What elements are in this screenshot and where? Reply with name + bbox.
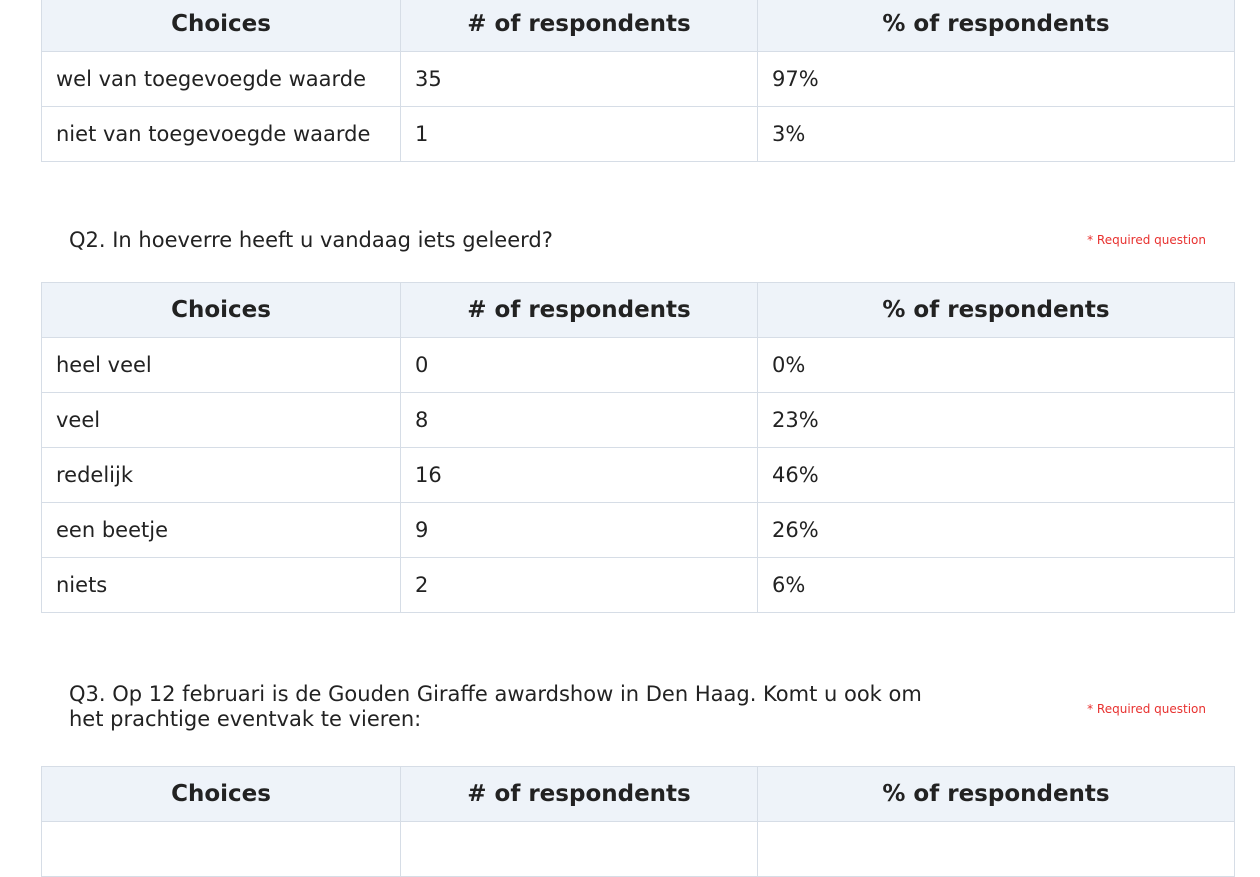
choice-cell: wel van toegevoegde waarde [41,51,401,107]
count-cell: 9 [400,502,758,558]
table-header-row: Choices # of respondents % of respondent… [41,0,1235,52]
count-cell: 8 [400,392,758,448]
q3-results-table: Choices # of respondents % of respondent… [41,766,1235,877]
percent-header: % of respondents [757,766,1235,822]
choice-cell: heel veel [41,337,401,393]
count-cell: 16 [400,447,758,503]
table-row: wel van toegevoegde waarde 35 97% [41,51,1235,107]
table-row: niet van toegevoegde waarde 1 3% [41,106,1235,162]
count-header: # of respondents [400,0,758,52]
choices-header: Choices [41,0,401,52]
percent-cell [757,821,1235,877]
choice-cell: niets [41,557,401,613]
required-question-label: * Required question [1087,702,1206,716]
q2-results-table: Choices # of respondents % of respondent… [41,282,1235,613]
required-question-label: * Required question [1087,233,1206,247]
choice-cell [41,821,401,877]
count-header: # of respondents [400,766,758,822]
choice-cell: redelijk [41,447,401,503]
percent-cell: 26% [757,502,1235,558]
table-row: veel 8 23% [41,392,1235,448]
choice-cell: veel [41,392,401,448]
percent-cell: 46% [757,447,1235,503]
table-row [41,821,1235,877]
table-row: een beetje 9 26% [41,502,1235,558]
count-cell: 2 [400,557,758,613]
count-cell: 0 [400,337,758,393]
percent-cell: 97% [757,51,1235,107]
percent-cell: 0% [757,337,1235,393]
percent-cell: 6% [757,557,1235,613]
count-cell: 35 [400,51,758,107]
choice-cell: een beetje [41,502,401,558]
percent-header: % of respondents [757,0,1235,52]
q1-results-table: Choices # of respondents % of respondent… [41,0,1235,162]
percent-header: % of respondents [757,282,1235,338]
count-cell [400,821,758,877]
question-q2: Q2. In hoeverre heeft u vandaag iets gel… [69,228,553,252]
table-header-row: Choices # of respondents % of respondent… [41,282,1235,338]
choice-cell: niet van toegevoegde waarde [41,106,401,162]
choices-header: Choices [41,766,401,822]
count-header: # of respondents [400,282,758,338]
percent-cell: 23% [757,392,1235,448]
table-row: heel veel 0 0% [41,337,1235,393]
percent-cell: 3% [757,106,1235,162]
choices-header: Choices [41,282,401,338]
count-cell: 1 [400,106,758,162]
question-q3: Q3. Op 12 februari is de Gouden Giraffe … [69,682,999,732]
table-header-row: Choices # of respondents % of respondent… [41,766,1235,822]
table-row: redelijk 16 46% [41,447,1235,503]
table-row: niets 2 6% [41,557,1235,613]
question-q3-line2: het prachtige eventvak te vieren: [69,707,422,731]
question-q3-line1: Q3. Op 12 februari is de Gouden Giraffe … [69,682,922,706]
